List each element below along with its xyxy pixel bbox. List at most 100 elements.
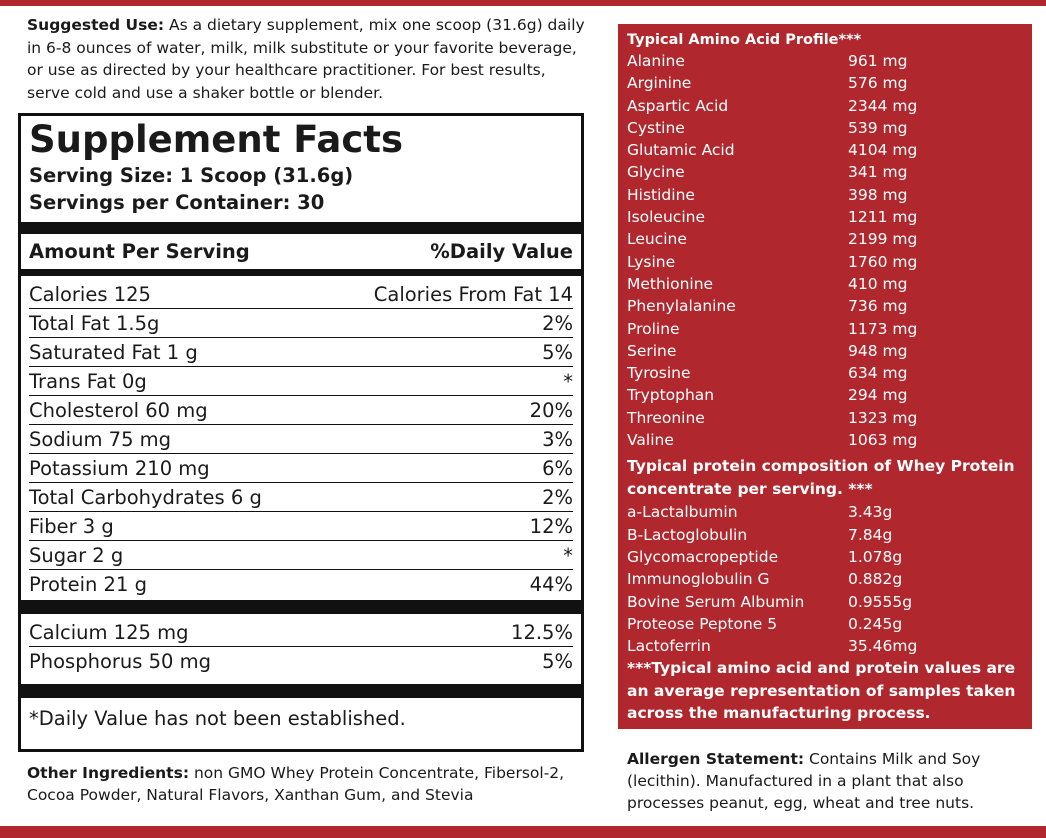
- amino-row: Leucine 2199 mg: [627, 228, 1024, 250]
- nutrient-row-name: Potassium 210 mg: [29, 457, 210, 480]
- amino-row: Lysine 1760 mg: [627, 251, 1024, 273]
- nutrient-row-name: Total Carbohydrates 6 g: [29, 486, 262, 509]
- nutrient-row-value: 20%: [529, 399, 573, 422]
- nutrient-row: Cholesterol 60 mg 20%: [29, 396, 573, 425]
- amino-row-name: Leucine: [627, 230, 687, 249]
- amino-row-name: Alanine: [627, 52, 685, 70]
- allergen-label: Allergen Statement:: [627, 750, 805, 768]
- suggested-use: Suggested Use: As a dietary supplement, …: [27, 14, 587, 104]
- nutrient-row: Sugar 2 g *: [29, 541, 573, 570]
- protein-row: Lactoferrin 35.46mg: [627, 635, 1024, 657]
- nutrient-row-value: 2%: [542, 312, 573, 335]
- nutrient-row-value: 5%: [542, 341, 573, 364]
- protein-row-name: Lactoferrin: [627, 637, 711, 656]
- nutrient-row: Calories 125 Calories From Fat 14: [29, 280, 573, 309]
- protein-row-value: 7.84g: [848, 525, 893, 544]
- protein-row: a-Lactalbumin 3.43g: [627, 501, 1024, 523]
- amino-row-value: 398 mg: [848, 185, 908, 204]
- allergen-statement: Allergen Statement: Contains Milk and So…: [627, 748, 1027, 814]
- mineral-row-value: 12.5%: [511, 621, 573, 644]
- protein-row-value: 0.9555g: [848, 592, 913, 611]
- amino-row: Aspartic Acid 2344 mg: [627, 95, 1024, 117]
- protein-row-value: 0.882g: [848, 570, 903, 589]
- amino-row-name: Valine: [627, 431, 674, 450]
- nutrient-row: Fiber 3 g 12%: [29, 512, 573, 541]
- amino-row-value: 1323 mg: [848, 408, 918, 427]
- amino-row-value: 2199 mg: [848, 230, 918, 249]
- protein-row-name: Bovine Serum Albumin: [627, 592, 805, 611]
- nutrient-row-name: Protein 21 g: [29, 573, 147, 596]
- nutrient-row: Protein 21 g 44%: [29, 570, 573, 599]
- protein-row-name: Immunoglobulin G: [627, 570, 770, 589]
- amino-row: Isoleucine 1211 mg: [627, 206, 1024, 228]
- protein-row: B-Lactoglobulin 7.84g: [627, 524, 1024, 546]
- amino-row-value: 4104 mg: [848, 141, 918, 160]
- amino-row-name: Cystine: [627, 118, 685, 137]
- protein-row-name: a-Lactalbumin: [627, 503, 738, 522]
- nutrient-row-value: 2%: [542, 486, 573, 509]
- amino-row: Serine 948 mg: [627, 340, 1024, 362]
- nutrient-row-name: Saturated Fat 1 g: [29, 341, 198, 364]
- amino-row-name: Serine: [627, 341, 677, 360]
- amino-row: Cystine 539 mg: [627, 117, 1024, 139]
- nutrient-row: Saturated Fat 1 g 5%: [29, 338, 573, 367]
- amino-row-value: 294 mg: [848, 386, 908, 405]
- amount-per-serving-header: Amount Per Serving: [29, 240, 250, 263]
- facts-header: Amount Per Serving %Daily Value: [29, 234, 573, 267]
- nutrient-row-name: Calories 125: [29, 283, 151, 306]
- protein-row-value: 1.078g: [848, 547, 903, 566]
- amino-row-value: 2344 mg: [848, 96, 918, 115]
- protein-row: Glycomacropeptide 1.078g: [627, 546, 1024, 568]
- amino-acid-panel: Typical Amino Acid Profile*** Alanine 961…: [618, 24, 1032, 729]
- nutrient-row-name: Sugar 2 g: [29, 544, 124, 567]
- amino-row-name: Aspartic Acid: [627, 96, 729, 115]
- protein-list: a-Lactalbumin 3.43g B-Lactoglobulin 7.84g Gl…: [627, 501, 1024, 657]
- servings-per-container: Servings per Container: 30: [29, 191, 325, 214]
- protein-row: Proteose Peptone 5 0.245g: [627, 613, 1024, 635]
- nutrient-row: Total Fat 1.5g 2%: [29, 309, 573, 338]
- supplement-facts-panel: Supplement Facts Serving Size: 1 Scoop (…: [18, 113, 584, 752]
- nutrient-list: Calories 125 Calories From Fat 14 Total Fa…: [29, 280, 573, 599]
- nutrient-row-name: Cholesterol 60 mg: [29, 399, 208, 422]
- divider-thick: [21, 222, 581, 234]
- amino-row-value: 634 mg: [848, 364, 908, 383]
- amino-row-value: 1211 mg: [848, 208, 918, 227]
- protein-row-name: B-Lactoglobulin: [627, 525, 748, 544]
- amino-row: Valine 1063 mg: [627, 429, 1024, 451]
- amino-row-value: 576 mg: [848, 74, 908, 93]
- amino-row-name: Glycine: [627, 163, 685, 182]
- mineral-row: Calcium 125 mg 12.5%: [29, 618, 573, 647]
- nutrient-row-value: 12%: [529, 515, 573, 538]
- nutrient-row-name: Fiber 3 g: [29, 515, 114, 538]
- daily-value-note: *Daily Value has not been established.: [29, 707, 406, 730]
- amino-row: Alanine 961 mg: [627, 50, 1024, 72]
- amino-row-value: 1760 mg: [848, 252, 918, 271]
- amino-row-value: 341 mg: [848, 163, 908, 182]
- protein-row-value: 0.245g: [848, 614, 903, 633]
- nutrient-row: Trans Fat 0g *: [29, 367, 573, 396]
- mineral-row-name: Calcium 125 mg: [29, 621, 189, 644]
- facts-title: Supplement Facts: [29, 118, 404, 161]
- protein-row-name: Proteose Peptone 5: [627, 614, 778, 633]
- amino-row-name: Proline: [627, 319, 680, 338]
- amino-row: Glycine 341 mg: [627, 161, 1024, 183]
- amino-row-name: Phenylalanine: [627, 297, 736, 316]
- other-ingredients-text: non GMO Whey Protein Concentrate, Fibers…: [27, 764, 565, 804]
- amino-row: Proline 1173 mg: [627, 318, 1024, 340]
- protein-row-value: 35.46mg: [848, 637, 918, 656]
- nutrient-row-value: 6%: [542, 457, 573, 480]
- mineral-row-value: 5%: [542, 650, 573, 673]
- mineral-list: Calcium 125 mg 12.5% Phosphorus 50 mg 5%: [29, 618, 573, 676]
- amino-row-name: Threonine: [627, 408, 705, 427]
- amino-row-value: 410 mg: [848, 274, 908, 293]
- amino-row-value: 539 mg: [848, 118, 908, 137]
- top-border: [0, 0, 1046, 6]
- amino-row: Arginine 576 mg: [627, 72, 1024, 94]
- suggested-use-text: As a dietary supplement, mix one scoop (…: [27, 16, 585, 102]
- amino-row: Phenylalanine 736 mg: [627, 295, 1024, 317]
- amino-row-value: 961 mg: [848, 52, 908, 70]
- amino-row: Threonine 1323 mg: [627, 407, 1024, 429]
- allergen-text: Contains Milk and Soy (lecithin). Manufa…: [627, 750, 981, 812]
- amino-row-name: Methionine: [627, 274, 714, 293]
- amino-title: Typical Amino Acid Profile***: [627, 32, 862, 48]
